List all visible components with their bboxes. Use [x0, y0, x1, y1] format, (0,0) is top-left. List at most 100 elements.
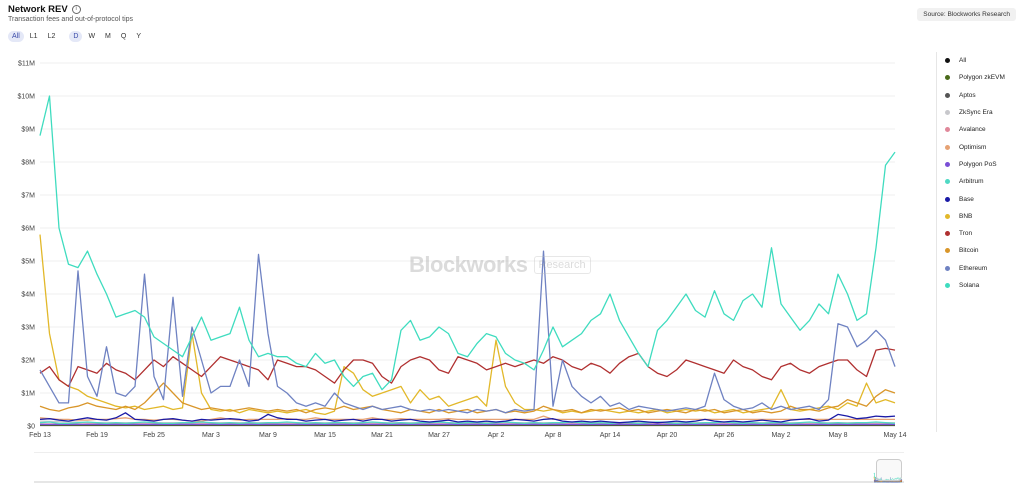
x-tick-label: Feb 13	[29, 432, 51, 439]
navigator-handle[interactable]	[876, 459, 902, 481]
navigator-preview	[34, 472, 904, 483]
legend-dot-icon	[945, 144, 950, 150]
info-icon[interactable]: i	[71, 5, 81, 14]
filter-chain-all[interactable]: All	[8, 31, 24, 42]
y-tick-label: $6M	[21, 226, 35, 233]
legend-label: Polygon PoS	[959, 160, 997, 168]
watermark-logo: Blockworks	[409, 252, 528, 277]
legend-item-polygon-zkevm[interactable]: Polygon zkEVM	[945, 69, 1024, 86]
legend-dot-icon	[945, 161, 950, 167]
legend-item-ethereum[interactable]: Ethereum	[945, 260, 1024, 277]
x-tick-label: Mar 3	[202, 432, 220, 439]
legend-label: All	[959, 57, 967, 65]
x-tick-label: May 14	[884, 432, 907, 439]
filter-chain-l1[interactable]: L1	[29, 33, 38, 40]
filter-period-m[interactable]: M	[105, 33, 111, 40]
x-tick-label: Apr 8	[545, 432, 562, 439]
series-line-bitcoin	[39, 382, 896, 414]
y-tick-label: $7M	[21, 193, 35, 200]
legend-item-avalance[interactable]: Avalance	[945, 121, 1024, 138]
series-line-ethereum	[39, 250, 896, 414]
line-chart[interactable]: $0 $1M $2M $3M $4M $5M $6M $7M $8M $9M $10M $11M Feb…	[0, 48, 936, 440]
legend-dot-icon	[945, 283, 950, 288]
y-tick-label: $11M	[18, 61, 35, 68]
series-line-solana	[39, 95, 896, 391]
legend-dot-icon	[945, 248, 950, 254]
legend-label: ZkSync Era	[959, 109, 993, 117]
chart-legend: All Polygon zkEVM Aptos ZkSync Era Avalance O…	[936, 52, 1024, 432]
legend-label: Optimism	[959, 143, 987, 151]
y-tick-label: $9M	[21, 127, 35, 134]
series-line-tron	[39, 347, 896, 388]
y-tick-label: $3M	[21, 325, 35, 332]
legend-item-all[interactable]: All	[945, 52, 1024, 69]
y-tick-label: $2M	[21, 358, 35, 365]
x-tick-label: Apr 20	[657, 432, 678, 439]
x-tick-label: Mar 15	[314, 432, 336, 439]
legend-label: Polygon zkEVM	[959, 74, 1005, 82]
y-tick-label: $1M	[21, 391, 35, 398]
series-line-bnb	[39, 234, 896, 416]
chart-title: Network REV	[8, 4, 68, 15]
legend-dot-icon	[945, 127, 950, 133]
watermark: Blockworks Research	[409, 252, 591, 278]
legend-label: Arbitrum	[959, 178, 984, 186]
legend-dot-icon	[945, 110, 950, 116]
y-tick-label: $0	[27, 424, 35, 431]
range-navigator[interactable]	[34, 452, 904, 484]
x-tick-label: Mar 27	[428, 432, 450, 439]
filter-chain-l2[interactable]: L2	[47, 33, 56, 40]
x-tick-label: Feb 19	[86, 432, 108, 439]
legend-dot-icon	[945, 58, 950, 64]
legend-item-zksync-era[interactable]: ZkSync Era	[945, 104, 1024, 121]
watermark-sub: Research	[533, 256, 591, 274]
filter-bar: All L1 L2 D W M Q Y	[8, 31, 145, 42]
legend-label: BNB	[959, 212, 973, 220]
legend-item-tron[interactable]: Tron	[945, 225, 1024, 242]
y-tick-label: $8M	[21, 160, 35, 167]
legend-label: Ethereum	[959, 264, 988, 272]
navigator-line-ethereum	[873, 477, 903, 483]
legend-dot-icon	[945, 179, 950, 185]
legend-dot-icon	[945, 231, 950, 237]
legend-item-polygon-pos[interactable]: Polygon PoS	[945, 156, 1024, 173]
series-line-arbitrum	[39, 421, 896, 425]
x-tick-label: Mar 9	[259, 432, 277, 439]
legend-item-optimism[interactable]: Optimism	[945, 138, 1024, 155]
legend-label: Solana	[959, 282, 980, 289]
legend-item-base[interactable]: Base	[945, 190, 1024, 207]
x-tick-label: Apr 2	[488, 432, 505, 439]
filter-period-w[interactable]: W	[88, 33, 96, 40]
series-line-base	[39, 412, 896, 424]
y-tick-label: $10M	[17, 94, 35, 101]
legend-dot-icon	[945, 75, 950, 81]
legend-label: Base	[959, 195, 974, 203]
chart-header: Network REV i Transaction fees and out-o…	[8, 4, 133, 23]
filter-period-y[interactable]: Y	[136, 33, 142, 40]
legend-dot-icon	[945, 92, 950, 98]
source-badge: Source: Blockworks Research	[917, 8, 1016, 21]
legend-dot-icon	[945, 265, 950, 271]
x-tick-label: May 8	[828, 432, 847, 439]
x-tick-label: Apr 14	[600, 432, 621, 439]
legend-item-arbitrum[interactable]: Arbitrum	[945, 173, 1024, 190]
x-tick-label: Apr 26	[714, 432, 735, 439]
filter-period-q[interactable]: Q	[120, 33, 127, 40]
legend-label: Aptos	[959, 91, 976, 99]
legend-label: Bitcoin	[959, 247, 979, 255]
legend-item-aptos[interactable]: Aptos	[945, 87, 1024, 104]
legend-item-bitcoin[interactable]: Bitcoin	[945, 242, 1024, 259]
x-tick-label: Mar 21	[371, 432, 393, 439]
filter-period-d[interactable]: D	[69, 31, 83, 42]
legend-item-solana[interactable]: Solana	[945, 277, 1024, 294]
legend-dot-icon	[945, 196, 950, 202]
y-tick-label: $5M	[21, 259, 35, 266]
x-tick-label: Feb 25	[143, 432, 165, 439]
title-row: Network REV i	[8, 4, 133, 15]
y-tick-label: $4M	[21, 292, 35, 299]
legend-item-bnb[interactable]: BNB	[945, 208, 1024, 225]
legend-label: Tron	[959, 230, 973, 238]
legend-dot-icon	[945, 213, 950, 219]
chart-subtitle: Transaction fees and out-of-protocol tip…	[8, 16, 134, 23]
x-tick-label: May 2	[771, 432, 790, 439]
